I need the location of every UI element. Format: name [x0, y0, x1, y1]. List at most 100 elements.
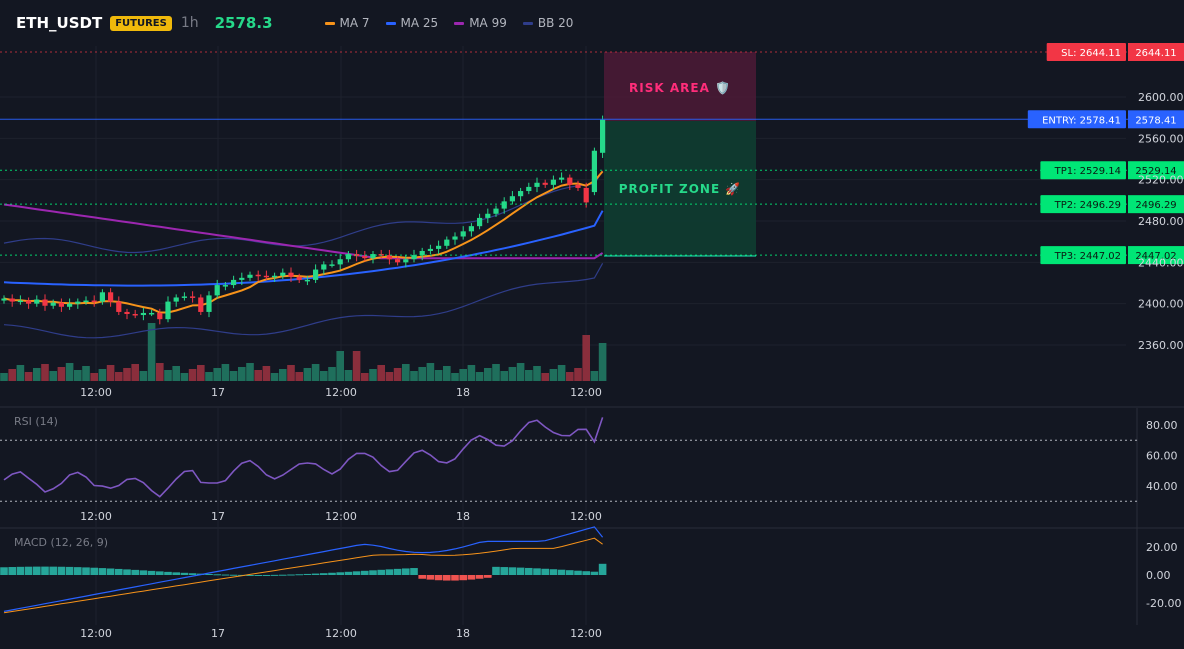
volume-bar: [500, 371, 508, 381]
candle-body: [304, 279, 310, 282]
macd-histogram-bar: [352, 571, 361, 575]
tp2-price-text: 2496.29: [1135, 200, 1176, 211]
macd-histogram-bar: [57, 566, 66, 575]
timeframe-selector[interactable]: 1h: [180, 15, 199, 31]
macd-histogram-bar: [590, 571, 599, 575]
time-tick-label: 17: [211, 510, 225, 523]
macd-histogram-bar: [525, 567, 533, 575]
macd-histogram-bar: [582, 571, 590, 575]
candle-body: [58, 302, 64, 307]
candle-body: [173, 297, 179, 302]
price-tick-label: 2520.00: [1138, 174, 1184, 187]
candle-body: [567, 177, 573, 185]
indicator-legend: MA 7 MA 25 MA 99 BB 20: [324, 16, 590, 30]
macd-histogram-bar: [98, 568, 107, 575]
rsi-pane-title: RSI (14): [14, 415, 58, 428]
volume-bar: [402, 364, 410, 381]
macd-histogram-bar: [311, 573, 320, 575]
candle-body: [526, 186, 532, 192]
volume-bar: [270, 373, 279, 381]
macd-histogram-bar: [16, 566, 25, 575]
candle-body: [140, 312, 146, 316]
candle-body: [108, 292, 114, 302]
macd-histogram-bar: [336, 572, 344, 575]
volume-bar: [385, 372, 394, 381]
volume-bar: [221, 364, 230, 381]
candle-body: [17, 300, 23, 303]
candle-body: [157, 312, 163, 320]
volume-bar: [24, 372, 33, 381]
ma25-swatch: [385, 21, 396, 25]
time-tick-label: 12:00: [80, 510, 112, 523]
macd-histogram-bar: [369, 570, 377, 575]
candle-body: [91, 300, 97, 303]
macd-histogram-bar: [492, 566, 500, 575]
candle-body: [403, 259, 409, 263]
volume-bar: [57, 367, 66, 381]
volume-bar: [566, 372, 574, 381]
candle-body: [116, 301, 122, 312]
candle-body: [575, 184, 581, 188]
time-tick-label: 12:00: [570, 510, 602, 523]
volume-bar: [16, 365, 25, 381]
macd-histogram-bar: [508, 567, 517, 575]
macd-histogram-bar: [344, 571, 353, 575]
legend-ma99[interactable]: MA 99: [454, 16, 507, 30]
volume-bar: [311, 364, 320, 381]
symbol-name[interactable]: ETH_USDT: [16, 14, 103, 32]
volume-bar: [295, 372, 303, 381]
macd-histogram-bar: [459, 575, 467, 581]
macd-histogram-bar: [205, 573, 213, 575]
rsi-tick-label: 60.00: [1146, 450, 1178, 463]
candle-body: [321, 264, 327, 270]
tp3-price-text: 2447.02: [1135, 251, 1176, 262]
legend-bb20[interactable]: BB 20: [522, 16, 574, 30]
volume-bar: [377, 365, 385, 381]
volume-bar: [484, 368, 492, 381]
macd-histogram-bar: [221, 574, 230, 576]
macd-histogram-bar: [33, 566, 41, 575]
macd-histogram-bar: [451, 575, 459, 581]
macd-histogram-bar: [566, 570, 574, 575]
candle-body: [452, 236, 458, 240]
volume-bar: [443, 366, 451, 381]
bb-lower-line: [3, 263, 604, 339]
candle-body: [206, 295, 212, 312]
candle-body: [485, 213, 491, 218]
candle-body: [231, 279, 237, 286]
macd-histogram-bar: [598, 563, 607, 575]
macd-histogram-bar: [164, 571, 172, 575]
bollinger-bands: [3, 170, 604, 339]
macd-histogram-bar: [475, 575, 484, 579]
volume-bar: [525, 370, 533, 381]
tp2-label-tag: [1040, 195, 1126, 214]
candle-body: [550, 179, 556, 185]
bb20-swatch: [522, 21, 533, 25]
legend-ma25[interactable]: MA 25: [385, 16, 438, 30]
candle-body: [165, 301, 171, 320]
macd-histogram-bar: [246, 574, 254, 576]
macd-histogram-bar: [254, 574, 262, 576]
candle-body: [26, 300, 32, 304]
candle-body: [395, 259, 401, 263]
price-axis[interactable]: 2600.00 2560.00 2520.00 2480.00 2440.00 2400.…: [1138, 91, 1184, 352]
candle-body: [263, 275, 269, 278]
candle-body: [83, 300, 89, 303]
legend-ma7[interactable]: MA 7: [324, 16, 370, 30]
candle-body: [247, 274, 253, 278]
macd-histogram-bar: [8, 567, 16, 575]
candle-body: [362, 256, 368, 259]
legend-bb20-label: BB 20: [537, 16, 574, 30]
candle-body: [255, 274, 261, 277]
risk-zone: [604, 52, 756, 121]
candle-body: [288, 272, 294, 277]
candle-body: [600, 119, 606, 153]
candle-body: [214, 285, 220, 296]
macd-histogram-bar: [434, 575, 443, 581]
volume-bar: [164, 370, 172, 381]
macd-histogram-bar: [147, 570, 156, 575]
macd-histogram-bar: [418, 575, 426, 579]
time-axis[interactable]: 12:00 17 12:00 18 12:00 12:00 17 12:00 18 12:00 12…: [80, 386, 602, 640]
candle-body: [132, 314, 138, 316]
